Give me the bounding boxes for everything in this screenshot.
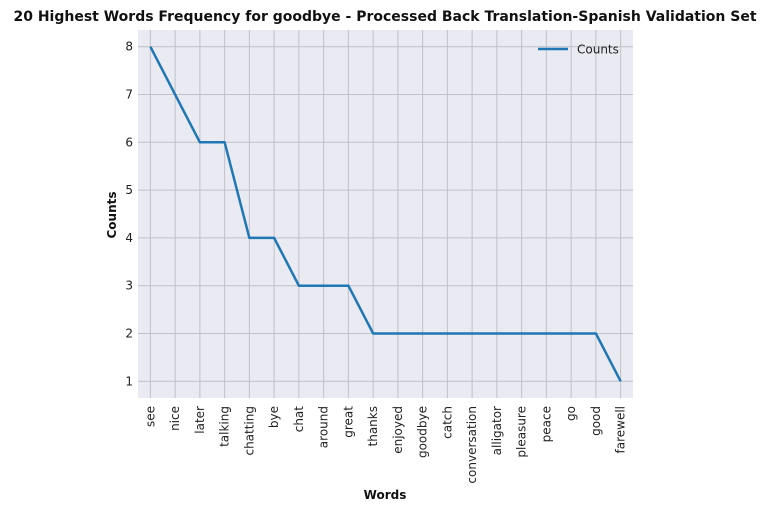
- y-axis-label: Counts: [105, 191, 119, 238]
- x-tick-label: catch: [440, 406, 454, 439]
- y-tick-label: 7: [125, 88, 133, 102]
- x-tick-label: pleasure: [515, 406, 529, 458]
- y-tick-label: 1: [125, 374, 133, 388]
- y-tick-labels: 1 2 3 4 5 6 7 8: [125, 40, 133, 389]
- y-tick-label: 8: [125, 40, 133, 54]
- plot-area: [138, 30, 633, 398]
- x-tick-label: chat: [292, 406, 306, 433]
- x-axis-label: Words: [364, 488, 407, 502]
- y-tick-label: 6: [125, 135, 133, 149]
- series-layer: [149, 46, 622, 382]
- legend-label: Counts: [577, 43, 619, 57]
- x-tick-label: later: [193, 406, 207, 434]
- x-tick-labels: see nice later talking chatting bye chat around…: [143, 406, 627, 484]
- chart-title: 20 Highest Words Frequency for goodbye -…: [13, 9, 756, 25]
- x-tick-label: enjoyed: [391, 406, 405, 454]
- x-tick-label: talking: [218, 406, 232, 447]
- x-tick-label: thanks: [366, 406, 380, 446]
- x-tick-label: nice: [168, 406, 182, 431]
- x-tick-label: good: [589, 406, 603, 436]
- x-tick-label: conversation: [465, 406, 479, 484]
- x-tick-label: great: [341, 406, 355, 438]
- y-tick-label: 2: [125, 326, 133, 340]
- x-tick-label: peace: [539, 406, 553, 442]
- y-tick-label: 4: [125, 231, 133, 245]
- x-tick-label: see: [143, 406, 157, 427]
- series-line: [149, 46, 622, 382]
- y-tick-label: 5: [125, 183, 133, 197]
- legend: Counts: [538, 43, 619, 57]
- x-tick-label: bye: [267, 406, 281, 428]
- x-tick-label: chatting: [242, 406, 256, 456]
- x-tick-label: farewell: [614, 406, 628, 454]
- x-tick-label: around: [317, 406, 331, 448]
- x-tick-label: alligator: [490, 406, 504, 455]
- x-tick-label: goodbye: [416, 406, 430, 458]
- y-tick-label: 3: [125, 279, 133, 293]
- x-tick-label: go: [564, 406, 578, 421]
